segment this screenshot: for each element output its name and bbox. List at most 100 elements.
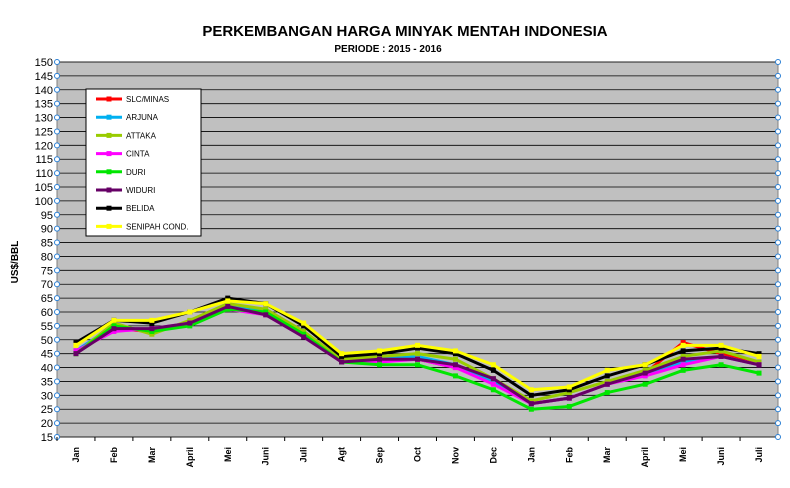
legend-marker bbox=[106, 205, 112, 211]
x-tick-label: Feb bbox=[109, 447, 119, 464]
y-tick-label: 145 bbox=[35, 71, 53, 83]
y-tick-label: 120 bbox=[35, 140, 53, 152]
axis-marker bbox=[775, 142, 781, 149]
data-point bbox=[718, 351, 724, 357]
data-point bbox=[111, 323, 117, 329]
axis-marker bbox=[775, 378, 781, 385]
x-tick-label: Juli bbox=[299, 447, 309, 463]
legend-marker bbox=[106, 151, 112, 157]
axis-marker bbox=[775, 350, 781, 357]
data-point bbox=[73, 340, 79, 346]
legend-marker bbox=[106, 187, 112, 193]
legend-label: ARJUNA bbox=[126, 113, 159, 122]
y-tick-label: 130 bbox=[35, 113, 53, 125]
data-point bbox=[263, 301, 269, 307]
axis-marker bbox=[54, 267, 60, 274]
axis-marker bbox=[54, 197, 60, 204]
axis-marker bbox=[54, 406, 60, 413]
axis-marker bbox=[54, 156, 60, 163]
data-point bbox=[187, 317, 193, 323]
y-tick-label: 50 bbox=[41, 335, 53, 347]
legend-marker bbox=[106, 169, 112, 175]
axis-marker bbox=[775, 128, 781, 135]
y-tick-label: 55 bbox=[41, 321, 53, 333]
axis-marker bbox=[775, 156, 781, 163]
x-tick-label: Jan bbox=[526, 447, 536, 463]
data-point bbox=[187, 309, 193, 315]
legend-label: BELIDA bbox=[126, 204, 155, 213]
axis-marker bbox=[54, 86, 60, 93]
data-point bbox=[339, 351, 345, 357]
chart-title: PERKEMBANGAN HARGA MINYAK MENTAH INDONES… bbox=[202, 23, 607, 40]
axis-marker bbox=[775, 267, 781, 274]
data-point bbox=[604, 378, 610, 384]
data-point bbox=[149, 320, 155, 326]
y-tick-label: 75 bbox=[41, 265, 53, 277]
axis-marker bbox=[775, 281, 781, 288]
legend-label: ATTAKA bbox=[126, 131, 157, 140]
data-point bbox=[566, 395, 572, 401]
data-point bbox=[263, 306, 269, 312]
data-point bbox=[490, 362, 496, 368]
data-point bbox=[528, 392, 534, 398]
data-point bbox=[680, 348, 686, 354]
data-point bbox=[756, 370, 762, 376]
legend-item: SENIPAH COND. bbox=[96, 222, 189, 231]
data-point bbox=[73, 351, 79, 357]
data-point bbox=[490, 387, 496, 393]
x-tick-label: Jan bbox=[71, 447, 81, 463]
axis-marker bbox=[54, 309, 60, 315]
x-tick-label: April bbox=[640, 447, 650, 468]
x-tick-label: Juli bbox=[754, 447, 764, 463]
data-point bbox=[680, 353, 686, 359]
y-tick-label: 95 bbox=[41, 210, 53, 222]
data-point bbox=[604, 373, 610, 379]
legend-items: SLC/MINAS ARJUNA ATTAKA CINTA DURI WIDURI BELI… bbox=[96, 95, 189, 231]
axis-marker bbox=[54, 239, 60, 246]
axis-marker bbox=[54, 114, 60, 121]
y-tick-label: 105 bbox=[35, 182, 53, 194]
chart-subtitle: PERIODE : 2015 - 2016 bbox=[334, 44, 442, 55]
y-tick-label: 65 bbox=[41, 293, 53, 305]
axis-marker bbox=[775, 420, 781, 427]
data-point bbox=[111, 320, 117, 326]
x-tick-label: Mei bbox=[678, 447, 688, 462]
x-tick-label: Agt bbox=[337, 447, 347, 462]
data-point bbox=[756, 362, 762, 368]
data-point bbox=[756, 351, 762, 357]
legend-label: SLC/MINAS bbox=[126, 95, 169, 104]
data-point bbox=[452, 365, 458, 371]
legend-label: WIDURI bbox=[126, 186, 155, 195]
legend-item: SLC/MINAS bbox=[96, 95, 169, 104]
data-point bbox=[187, 323, 193, 329]
data-point bbox=[111, 326, 117, 332]
axis-marker bbox=[54, 72, 60, 79]
data-point bbox=[452, 373, 458, 379]
data-point bbox=[377, 348, 383, 354]
axis-marker bbox=[775, 253, 781, 260]
axis-marker bbox=[54, 211, 60, 218]
data-point bbox=[377, 359, 383, 365]
axis-marker bbox=[775, 86, 781, 93]
data-point bbox=[149, 326, 155, 332]
data-point bbox=[339, 353, 345, 359]
data-point bbox=[73, 342, 79, 348]
axis-marker bbox=[54, 420, 60, 427]
data-point bbox=[490, 367, 496, 373]
y-tick-label: 135 bbox=[35, 99, 53, 111]
y-tick-label: 60 bbox=[41, 307, 53, 319]
data-point bbox=[415, 362, 420, 368]
axis-marker bbox=[775, 392, 781, 399]
data-point bbox=[642, 381, 648, 387]
axis-marker bbox=[775, 197, 781, 204]
x-tick-label: Juni bbox=[716, 447, 726, 466]
data-point bbox=[415, 356, 420, 362]
axis-marker bbox=[775, 211, 781, 218]
axis-marker bbox=[775, 170, 781, 177]
data-point bbox=[452, 348, 458, 354]
y-tick-label: 25 bbox=[41, 404, 53, 416]
data-point bbox=[604, 390, 610, 396]
data-point bbox=[225, 306, 231, 312]
data-point bbox=[718, 342, 724, 348]
